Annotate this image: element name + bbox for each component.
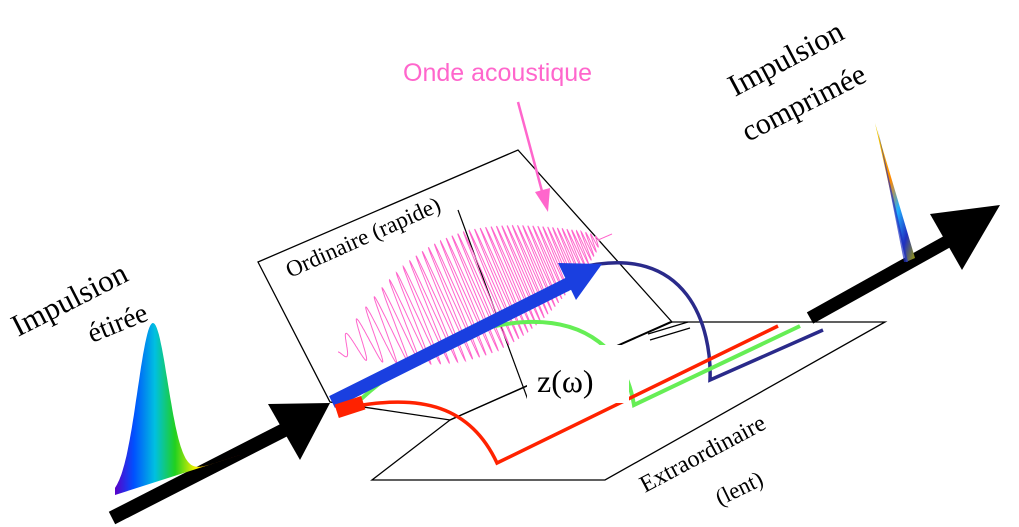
acoustic-wave-pointer-arrow	[518, 102, 543, 195]
acoustic-wave-label: Onde acoustique	[403, 59, 592, 87]
output-arrowhead	[930, 205, 1000, 270]
ordinary-label: Ordinaire (rapide)	[282, 192, 444, 283]
slow-label: (lent)	[711, 466, 767, 510]
output-arrow	[810, 240, 950, 318]
tick-mark	[648, 322, 690, 340]
z-omega-label: z(ω)	[537, 363, 594, 399]
acoustic-wave	[338, 225, 612, 364]
acoustic-wave-pointer-arrowhead	[535, 188, 550, 212]
